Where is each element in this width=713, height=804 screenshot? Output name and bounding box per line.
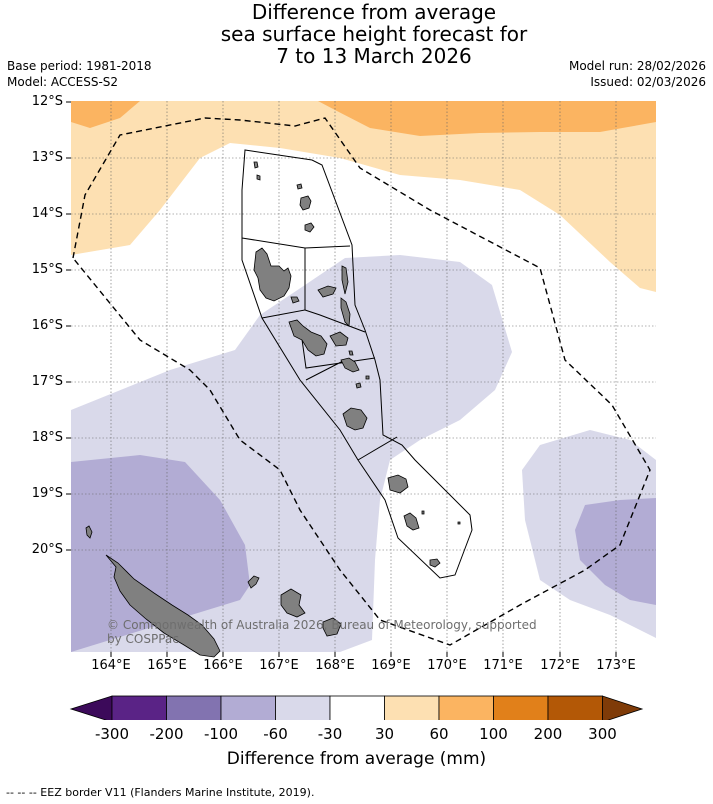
lon-label-167e: 167°E: [259, 658, 299, 673]
lon-label-173e: 173°E: [596, 658, 636, 673]
colorbar-bin-4: [275, 695, 331, 720]
island-ureparapara: [296, 183, 303, 190]
colorbar-bin-1: [111, 695, 167, 720]
copyright-line-2: by COSPPac: [107, 632, 179, 646]
anomaly-pos-60-region: [71, 101, 140, 128]
colorbar-bin-3: [220, 695, 276, 720]
colorbar-label-p200: 200: [533, 725, 563, 743]
island-aneityum: [429, 558, 441, 568]
colorbar-high-extension: [602, 695, 644, 720]
island-paama: [348, 350, 354, 356]
island-vanua-lava: [299, 195, 312, 211]
copyright-line-1: © Commonwealth of Australia 2026, Bureau…: [107, 618, 537, 632]
island-lifou: [280, 588, 306, 618]
colorbar-bin-9: [547, 695, 603, 720]
island-mare: [322, 617, 342, 637]
island-gaua: [304, 222, 315, 233]
colorbar-bin-7: [438, 695, 494, 720]
colorbar-label-n60: -60: [263, 725, 288, 743]
lat-label-16s: 16°S: [31, 318, 63, 333]
island-aniwa: [421, 510, 425, 515]
island-espiritu-santo: [253, 247, 292, 302]
title-line-2: sea surface height forecast for: [220, 22, 528, 46]
lat-label-12s: 12°S: [31, 94, 63, 109]
colorbar-bin-8: [493, 695, 549, 720]
new-caledonia: [85, 525, 342, 658]
colorbar-label-n200: -200: [149, 725, 184, 743]
island-futuna: [457, 521, 461, 525]
lat-label-14s: 14°S: [31, 206, 63, 221]
island-maewo: [341, 265, 349, 295]
lat-label-20s: 20°S: [31, 542, 63, 557]
gridlines: [71, 101, 656, 652]
island-ambae: [317, 285, 337, 298]
anomaly-neg-60-region-east: [575, 498, 656, 605]
lat-label-13s: 13°S: [31, 150, 63, 165]
colorbar-bin-2: [166, 695, 222, 720]
lat-label-15s: 15°S: [31, 262, 63, 277]
lon-label-166e: 166°E: [203, 658, 243, 673]
model-name: Model: ACCESS-S2: [7, 75, 119, 89]
colorbar-label-n100: -100: [203, 725, 239, 743]
model-run: Model run: 28/02/2026: [568, 59, 706, 73]
base-period: Base period: 1981-2018: [7, 59, 152, 73]
lat-label-19s: 19°S: [31, 486, 63, 501]
colorbar-label-p30: 30: [374, 725, 395, 743]
province-boundaries: [241, 149, 473, 579]
lon-label-168e: 168°E: [315, 658, 355, 673]
eez-border: [72, 117, 651, 646]
title-line-3: 7 to 13 March 2026: [276, 44, 472, 68]
colorbar-bin-6: [384, 695, 440, 720]
lat-label-18s: 18°S: [31, 430, 63, 445]
lon-label-164e: 164°E: [91, 658, 131, 673]
island-malo: [290, 296, 300, 304]
colorbar-label-p100: 100: [479, 725, 508, 743]
lon-label-165e: 165°E: [147, 658, 187, 673]
island-tongoa: [355, 382, 362, 389]
island-grande-terre: [105, 554, 221, 658]
island-torres: [253, 161, 261, 181]
anomaly-neg-60-region: [71, 455, 250, 652]
issued-date: Issued: 02/03/2026: [590, 75, 706, 89]
lon-label-171e: 171°E: [483, 658, 523, 673]
island-erromango: [387, 474, 409, 494]
axis-ticks: [66, 101, 617, 657]
title-line-1: Difference from average: [251, 0, 497, 24]
lon-label-169e: 169°E: [371, 658, 411, 673]
colorbar-label-p300: 300: [588, 725, 617, 743]
colorbar-low-extension: [69, 695, 113, 720]
eez-legend: -- -- -- EEZ border V11 (Flanders Marine…: [6, 786, 315, 799]
colorbar: [69, 695, 644, 720]
colorbar-label-n30: -30: [317, 725, 343, 743]
anomaly-pos-30-region: [71, 101, 656, 292]
colorbar-label-n300: -300: [94, 725, 130, 743]
land: [253, 161, 461, 568]
anomaly-pos-60-region-north: [318, 101, 656, 136]
colorbar-label-p60: 60: [429, 725, 449, 743]
colorbar-title: Difference from average (mm): [226, 749, 487, 769]
island-belep: [85, 525, 93, 539]
lon-label-172e: 172°E: [540, 658, 580, 673]
map-field: [71, 101, 656, 652]
lon-label-170e: 170°E: [427, 658, 467, 673]
island-ambrym: [329, 331, 349, 347]
island-tanna: [403, 512, 420, 531]
island-efate: [342, 407, 368, 431]
island-epi: [340, 357, 360, 373]
island-ouvea: [247, 575, 260, 589]
island-malekula: [288, 319, 328, 357]
island-emae: [365, 375, 370, 380]
lat-label-17s: 17°S: [31, 374, 63, 389]
map-svg: © Commonwealth of Australia 2026, Bureau…: [66, 101, 656, 720]
colorbar-bin-5: [329, 695, 385, 720]
island-pentecost: [340, 297, 351, 327]
